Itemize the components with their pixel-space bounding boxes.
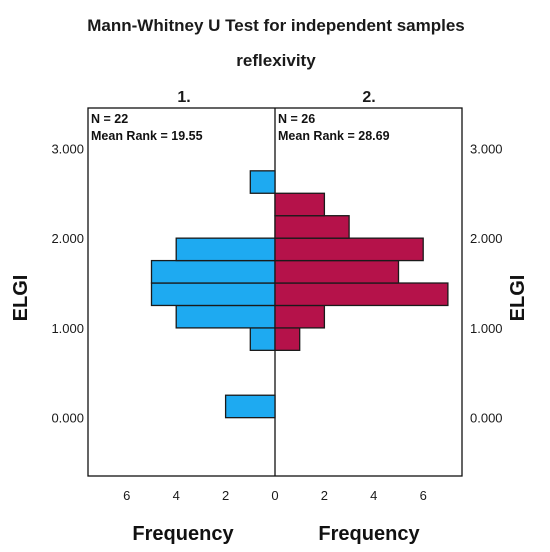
y-axis-right-ticks: 0.000 1.000 2.000 3.000 <box>470 141 503 425</box>
group-2-n: N = 26 <box>278 112 315 126</box>
y-axis-left-ticks: 0.000 1.000 2.000 3.000 <box>51 141 84 425</box>
x-tick-left-1: 4 <box>173 488 180 503</box>
y-tick-left-2: 2.000 <box>51 231 84 246</box>
group-1-mean-rank: Mean Rank = 19.55 <box>91 129 203 143</box>
chart-title: Mann-Whitney U Test for independent samp… <box>87 16 465 35</box>
x-tick-right-2: 6 <box>420 488 427 503</box>
group-1-bar-0 <box>224 394 276 419</box>
x-axis-label-left: Frequency <box>132 523 234 545</box>
group-2-mean-rank: Mean Rank = 28.69 <box>278 129 390 143</box>
chart-subtitle: reflexivity <box>236 51 316 70</box>
group-1-bar-3 <box>150 282 276 307</box>
x-axis-ticks: 6 4 2 0 2 4 6 <box>123 488 427 503</box>
y-tick-left-0: 0.000 <box>51 411 84 426</box>
group-1-label: 1. <box>177 89 190 106</box>
y-tick-right-2: 2.000 <box>470 231 503 246</box>
y-tick-right-0: 0.000 <box>470 411 503 426</box>
group-2-bar-6 <box>274 192 326 217</box>
x-tick-right-1: 4 <box>370 488 377 503</box>
y-axis-label-left: ELGI <box>10 275 32 322</box>
group-2-bar-1 <box>274 304 326 329</box>
group-2-bars <box>274 192 449 351</box>
group-1-bars <box>150 170 276 419</box>
y-tick-left-1: 1.000 <box>51 321 84 336</box>
group-2-bar-3 <box>274 259 400 284</box>
group-2-bar-4 <box>274 237 424 262</box>
group-2-bar-5 <box>274 215 350 239</box>
x-tick-left-0: 6 <box>123 488 130 503</box>
group-1-bar-6 <box>249 170 276 194</box>
x-axis-label-right: Frequency <box>318 523 420 545</box>
x-tick-left-2: 2 <box>222 488 229 503</box>
x-tick-left-3: 0 <box>271 488 278 503</box>
group-1-bar-5 <box>175 237 276 262</box>
y-axis-label-right: ELGI <box>507 275 529 322</box>
y-tick-right-3: 3.000 <box>470 141 503 156</box>
group-2-label: 2. <box>362 89 375 106</box>
x-tick-right-0: 2 <box>321 488 328 503</box>
group-2-bar-2 <box>274 282 449 307</box>
group-1-bar-1 <box>249 327 276 351</box>
y-tick-right-1: 1.000 <box>470 321 503 336</box>
group-1-bar-4 <box>150 259 276 284</box>
y-tick-left-3: 3.000 <box>51 141 84 156</box>
group-1-n: N = 22 <box>91 112 128 126</box>
group-1-bar-2 <box>175 304 276 329</box>
group-2-bar-0 <box>274 327 301 351</box>
